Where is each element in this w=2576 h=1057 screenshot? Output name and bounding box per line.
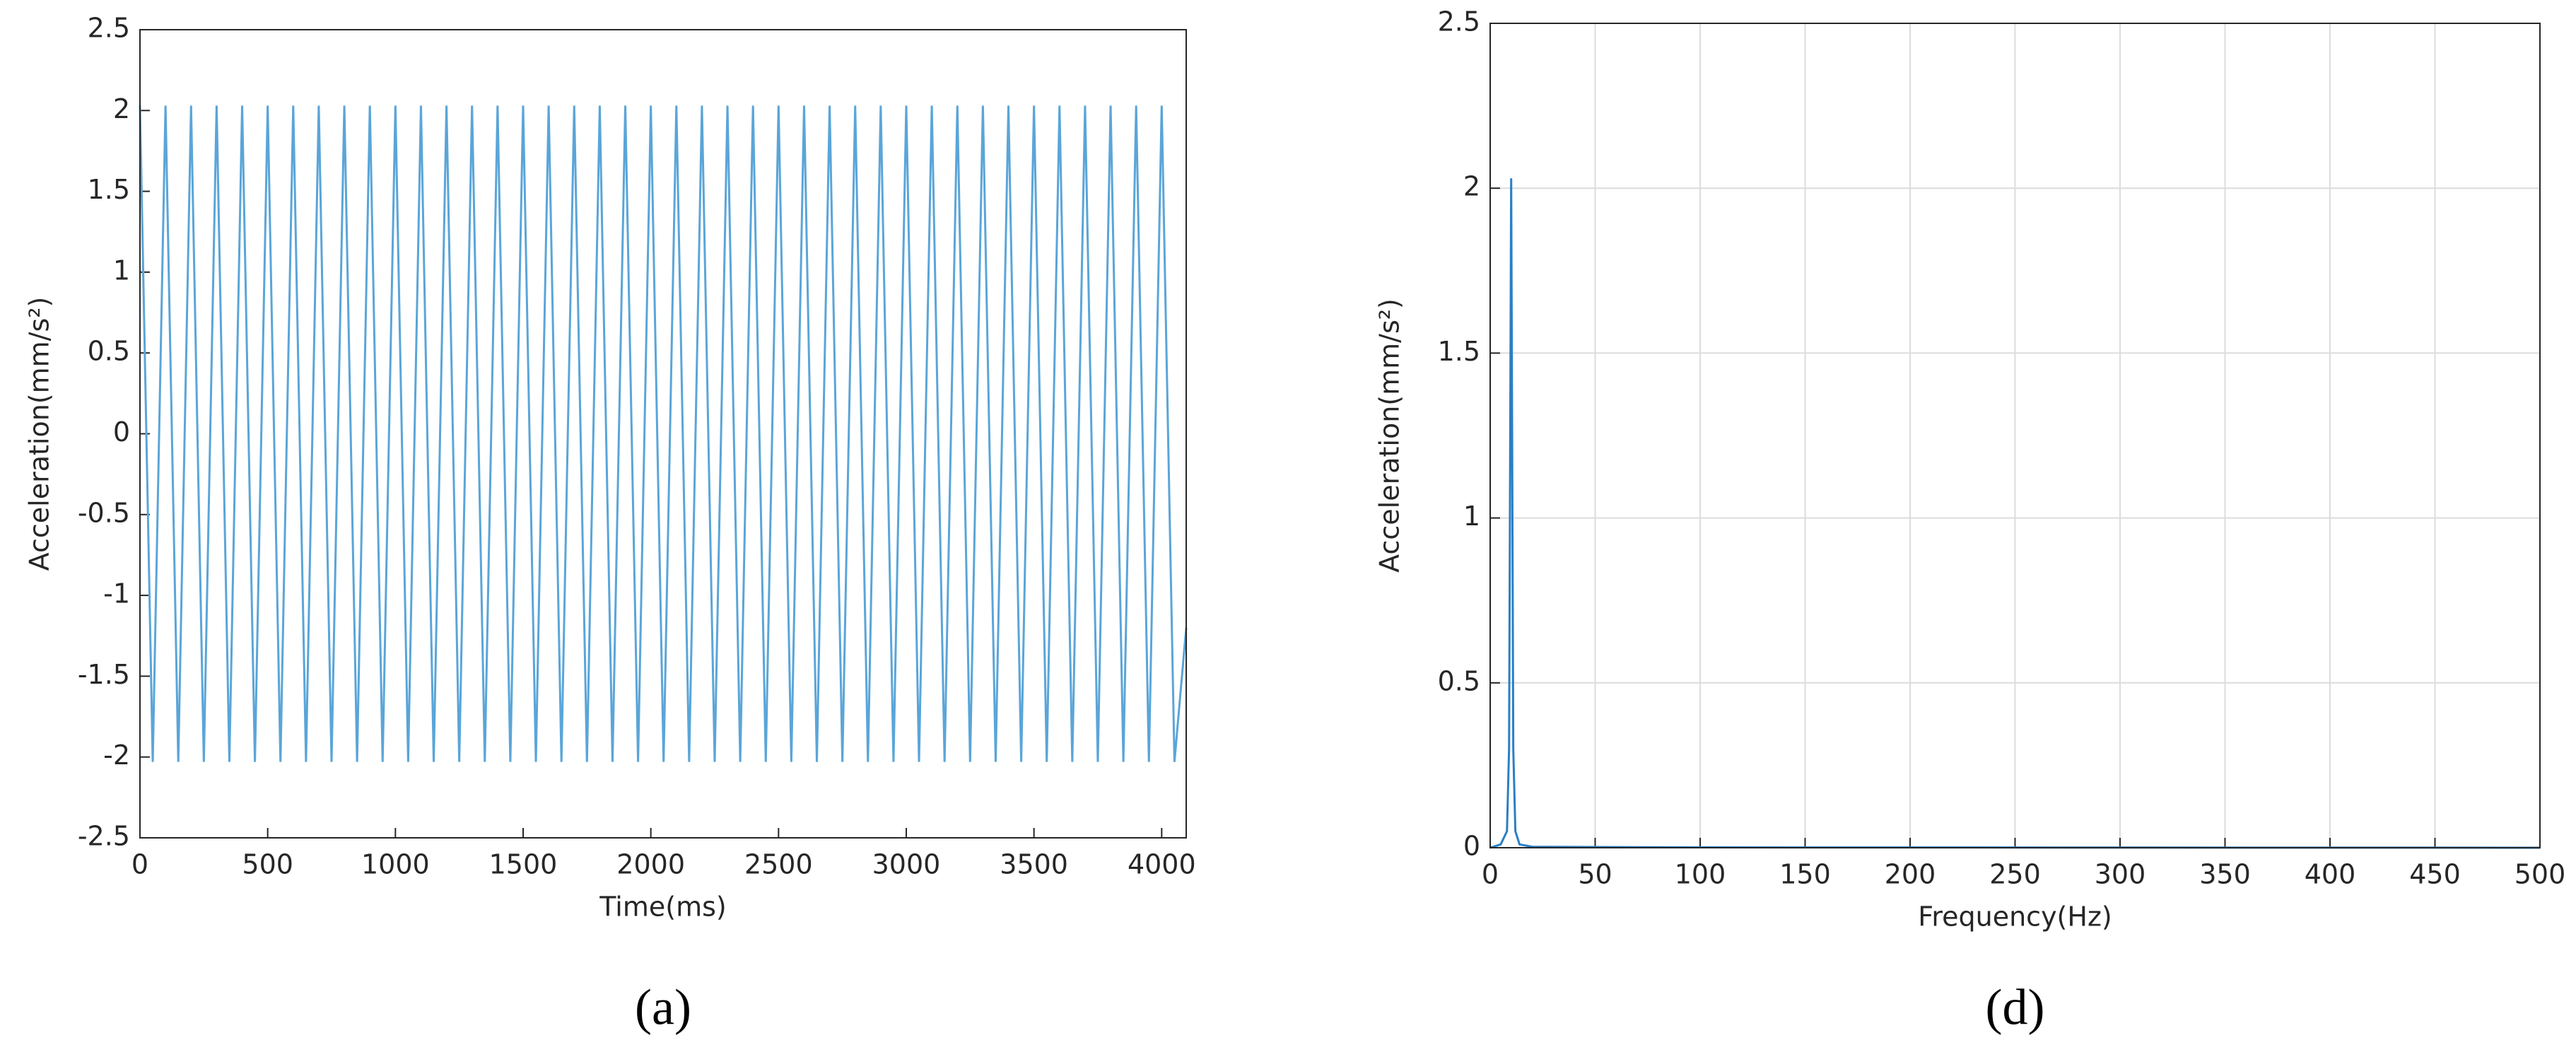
x-tick-label: 400 bbox=[2305, 859, 2356, 890]
y-tick-label: 1.5 bbox=[88, 174, 130, 205]
y-tick-label: -2.5 bbox=[78, 821, 130, 852]
x-tick-label: 0 bbox=[1482, 859, 1499, 890]
y-tick-label: -2 bbox=[103, 740, 130, 771]
y-tick-label: -0.5 bbox=[78, 497, 130, 528]
y-tick-label: 1 bbox=[1463, 501, 1480, 532]
x-tick-label: 3000 bbox=[872, 849, 941, 880]
x-tick-label: 500 bbox=[242, 849, 293, 880]
data-line bbox=[1489, 178, 2541, 849]
y-tick-label: 2.5 bbox=[88, 13, 130, 44]
x-tick-label: 4000 bbox=[1128, 849, 1196, 880]
x-tick-label: 300 bbox=[2095, 859, 2146, 890]
x-tick-label: 50 bbox=[1578, 859, 1612, 890]
caption: (d) bbox=[1986, 979, 2045, 1036]
x-tick-label: 100 bbox=[1675, 859, 1726, 890]
x-tick-label: 2000 bbox=[616, 849, 685, 880]
x-tick-label: 450 bbox=[2409, 859, 2461, 890]
x-tick-label: 2500 bbox=[744, 849, 813, 880]
y-tick-label: 0 bbox=[1463, 831, 1480, 862]
y-tick-label: 1.5 bbox=[1438, 336, 1480, 367]
x-tick-label: 3500 bbox=[1000, 849, 1068, 880]
y-tick-label: 0 bbox=[113, 416, 130, 448]
y-axis-label: Acceleration(mm/s²) bbox=[1374, 298, 1405, 573]
x-axis-label: Time(ms) bbox=[599, 892, 726, 923]
y-tick-label: 1 bbox=[113, 255, 130, 286]
x-tick-label: 500 bbox=[2514, 859, 2566, 890]
x-tick-label: 350 bbox=[2199, 859, 2251, 890]
y-tick-label: 0.5 bbox=[1438, 665, 1480, 696]
x-tick-label: 200 bbox=[1885, 859, 1936, 890]
x-tick-label: 0 bbox=[131, 849, 148, 880]
y-tick-label: 2 bbox=[1463, 171, 1480, 202]
y-axis-label: Acceleration(mm/s²) bbox=[24, 297, 55, 571]
x-tick-label: 250 bbox=[1989, 859, 2041, 890]
y-tick-label: 0.5 bbox=[88, 336, 130, 367]
y-tick-label: 2.5 bbox=[1438, 6, 1480, 37]
y-tick-label: -1.5 bbox=[78, 659, 130, 690]
x-tick-label: 1500 bbox=[489, 849, 558, 880]
y-tick-label: 2 bbox=[113, 93, 130, 124]
x-tick-label: 150 bbox=[1779, 859, 1831, 890]
axes-box bbox=[139, 29, 1187, 839]
data-line bbox=[139, 105, 1188, 762]
caption: (a) bbox=[635, 979, 691, 1036]
x-axis-label: Frequency(Hz) bbox=[1918, 901, 2112, 933]
axes-box bbox=[1489, 23, 2541, 848]
x-tick-label: 1000 bbox=[361, 849, 430, 880]
y-tick-label: -1 bbox=[103, 578, 130, 609]
